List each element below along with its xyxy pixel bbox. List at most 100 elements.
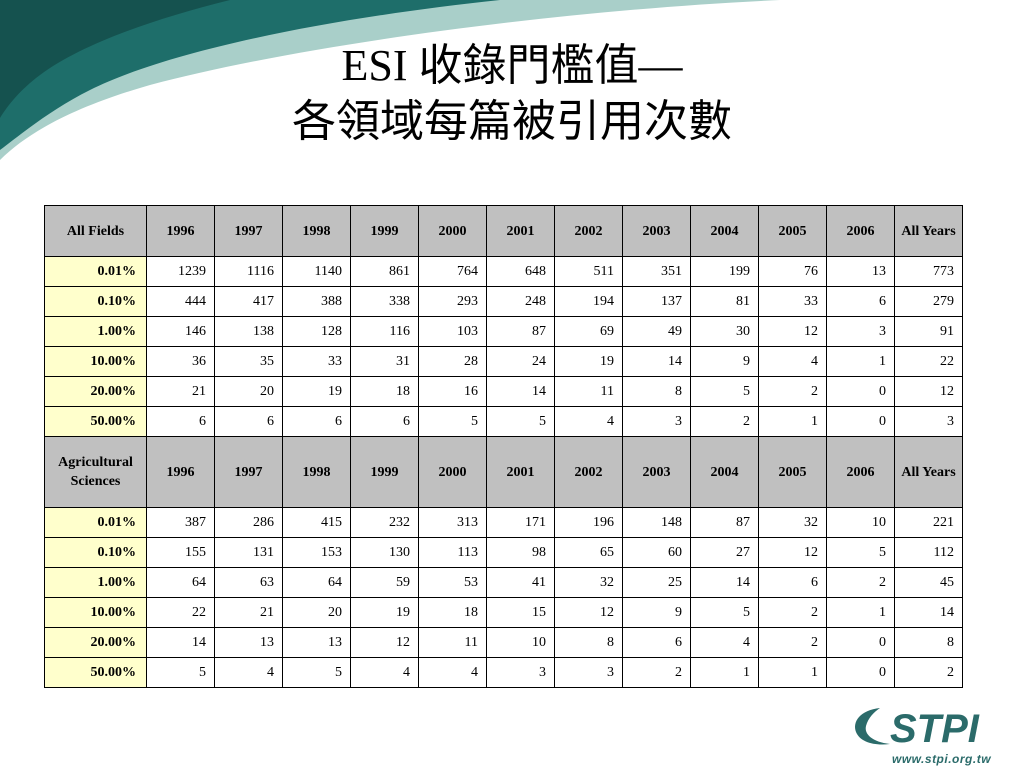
value-cell: 0: [826, 376, 895, 407]
value-cell: 417: [214, 286, 283, 317]
table-row: 0.10% 155 131 153 130 113 98 65 60 27 12 5 112: [44, 537, 963, 568]
value-cell: 59: [350, 567, 419, 598]
value-cell: 146: [146, 316, 215, 347]
slide-title: ESI 收錄門檻值— 各領域每篇被引用次數: [0, 38, 1024, 150]
value-cell: 28: [418, 346, 487, 377]
value-cell: 5: [146, 657, 215, 688]
value-cell: 10: [486, 627, 555, 658]
value-cell: 11: [418, 627, 487, 658]
value-cell: 4: [690, 627, 759, 658]
row-label-cell: 0.10%: [44, 286, 147, 317]
value-cell: 5: [826, 537, 895, 568]
value-cell: 19: [554, 346, 623, 377]
value-cell: 5: [418, 406, 487, 437]
value-cell: 764: [418, 256, 487, 287]
value-cell: 279: [894, 286, 963, 317]
value-cell: 415: [282, 507, 351, 538]
slide-title-line1: ESI 收錄門檻值—: [341, 41, 683, 90]
value-cell: 2: [622, 657, 691, 688]
value-cell: 338: [350, 286, 419, 317]
value-cell: 861: [350, 256, 419, 287]
value-cell: 351: [622, 256, 691, 287]
value-cell: 0: [826, 657, 895, 688]
column-header-cell: 2006: [826, 205, 895, 257]
value-cell: 63: [214, 567, 283, 598]
value-cell: 25: [622, 567, 691, 598]
value-cell: 12: [350, 627, 419, 658]
value-cell: 76: [758, 256, 827, 287]
value-cell: 3: [554, 657, 623, 688]
value-cell: 9: [622, 597, 691, 628]
value-cell: 13: [826, 256, 895, 287]
value-cell: 137: [622, 286, 691, 317]
value-cell: 116: [350, 316, 419, 347]
value-cell: 221: [894, 507, 963, 538]
column-header-cell: All Years: [894, 205, 963, 257]
value-cell: 12: [894, 376, 963, 407]
value-cell: 286: [214, 507, 283, 538]
value-cell: 5: [282, 657, 351, 688]
value-cell: 20: [282, 597, 351, 628]
column-header-cell: 2003: [622, 436, 691, 508]
row-label-cell: 50.00%: [44, 657, 147, 688]
value-cell: 35: [214, 346, 283, 377]
value-cell: 14: [894, 597, 963, 628]
value-cell: 65: [554, 537, 623, 568]
value-cell: 10: [826, 507, 895, 538]
value-cell: 6: [350, 406, 419, 437]
column-header-cell: 1997: [214, 436, 283, 508]
table-row: 20.00% 14 13 13 12 11 10 8 6 4 2 0 8: [44, 627, 963, 658]
stpi-logo: STPI: [855, 707, 980, 751]
esi-threshold-table: All Fields 1996 1997 1998 1999 2000 2001 2002 20…: [44, 205, 963, 688]
value-cell: 199: [690, 256, 759, 287]
value-cell: 4: [214, 657, 283, 688]
value-cell: 1140: [282, 256, 351, 287]
value-cell: 3: [826, 316, 895, 347]
column-header-cell: 1998: [282, 436, 351, 508]
value-cell: 148: [622, 507, 691, 538]
value-cell: 13: [214, 627, 283, 658]
row-label-cell: 20.00%: [44, 376, 147, 407]
value-cell: 4: [350, 657, 419, 688]
column-header-cell: 1998: [282, 205, 351, 257]
column-header-cell: 2006: [826, 436, 895, 508]
value-cell: 112: [894, 537, 963, 568]
value-cell: 9: [690, 346, 759, 377]
value-cell: 14: [622, 346, 691, 377]
value-cell: 232: [350, 507, 419, 538]
column-header-cell: 2003: [622, 205, 691, 257]
value-cell: 33: [758, 286, 827, 317]
value-cell: 49: [622, 316, 691, 347]
value-cell: 64: [282, 567, 351, 598]
column-header-cell: 1996: [146, 205, 215, 257]
table-row: 0.01% 1239 1116 1140 861 764 648 511 351 199 76 13 7…: [44, 256, 963, 287]
value-cell: 19: [350, 597, 419, 628]
value-cell: 388: [282, 286, 351, 317]
value-cell: 16: [418, 376, 487, 407]
value-cell: 131: [214, 537, 283, 568]
row-label-cell: 1.00%: [44, 567, 147, 598]
column-header-cell: All Years: [894, 436, 963, 508]
value-cell: 444: [146, 286, 215, 317]
value-cell: 41: [486, 567, 555, 598]
value-cell: 21: [146, 376, 215, 407]
row-label-cell: 0.10%: [44, 537, 147, 568]
value-cell: 60: [622, 537, 691, 568]
value-cell: 0: [826, 627, 895, 658]
value-cell: 18: [418, 597, 487, 628]
value-cell: 138: [214, 316, 283, 347]
value-cell: 91: [894, 316, 963, 347]
column-header-cell: 2002: [554, 436, 623, 508]
value-cell: 6: [146, 406, 215, 437]
value-cell: 24: [486, 346, 555, 377]
value-cell: 1: [826, 597, 895, 628]
value-cell: 6: [826, 286, 895, 317]
value-cell: 153: [282, 537, 351, 568]
value-cell: 1116: [214, 256, 283, 287]
table-row: 50.00% 6 6 6 6 5 5 4 3 2 1 0 3: [44, 406, 963, 437]
value-cell: 248: [486, 286, 555, 317]
value-cell: 113: [418, 537, 487, 568]
table-row: 50.00% 5 4 5 4 4 3 3 2 1 1 0 2: [44, 657, 963, 688]
value-cell: 87: [486, 316, 555, 347]
value-cell: 19: [282, 376, 351, 407]
